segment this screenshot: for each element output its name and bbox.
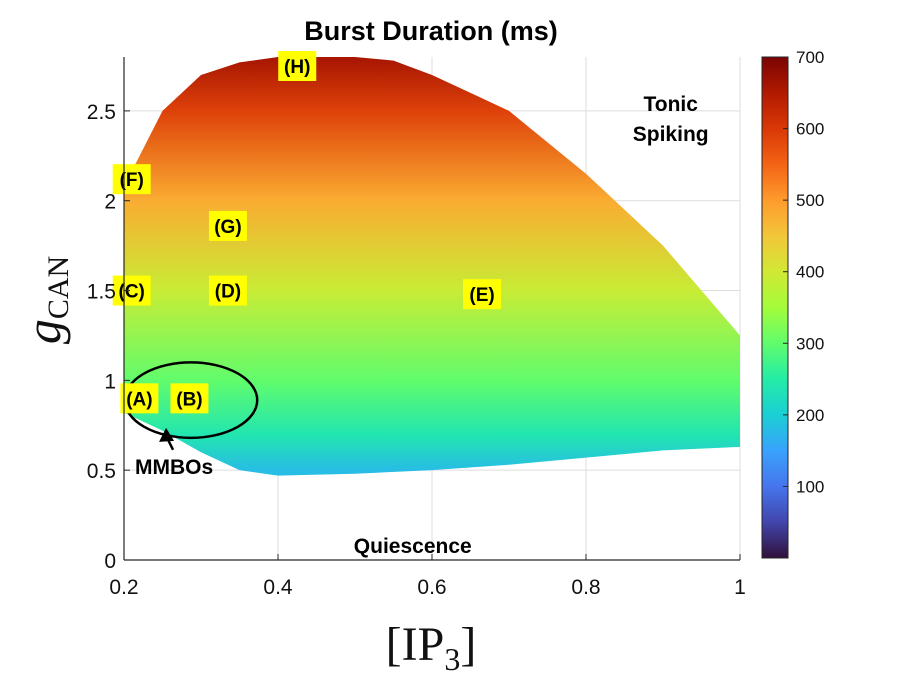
marker-label: (A): [126, 389, 152, 410]
mmbo-arrow-head: [159, 427, 175, 442]
annotation-line: MMBOs: [135, 456, 213, 479]
colorbar-gradient: [761, 56, 789, 559]
colorbar-tick-label: 300: [796, 334, 824, 353]
annotations-layer: Tonic Spiking Quiescence MMBOs (A) (B) (C) (D) (…: [112, 50, 709, 558]
y-tick-label: 0: [104, 550, 116, 573]
marker-label: (D): [215, 282, 241, 303]
heatmap-surface: [124, 57, 740, 476]
marker-f: (F): [112, 164, 151, 195]
x-axis-ticks: 0.2 0.4 0.6 0.8 1: [109, 554, 746, 599]
y-axis-ticks: 0 0.5 1 1.5 2 2.5: [87, 101, 130, 573]
y-tick-label: 2.5: [87, 101, 116, 124]
annotation-line: Tonic: [643, 93, 698, 116]
marker-background: [208, 275, 247, 306]
x-tick-label: 0.8: [571, 576, 600, 599]
marker-label: (E): [469, 285, 494, 306]
y-axis-label: gCAN: [15, 256, 75, 344]
marker-background: [170, 383, 209, 414]
marker-e: (E): [463, 279, 502, 310]
x-tick-label: 1: [734, 576, 746, 599]
marker-label: (G): [214, 217, 241, 238]
y-tick-label: 2: [104, 191, 116, 214]
marker-c: (C): [112, 275, 151, 306]
marker-d: (D): [208, 275, 247, 306]
colorbar-ticks: 100 200 300 400 500 600 700: [783, 48, 824, 496]
marker-background: [278, 50, 317, 81]
colorbar-tick-label: 500: [796, 191, 824, 210]
annotation-tonic: Tonic Spiking: [633, 93, 709, 146]
marker-h: (H): [278, 50, 317, 81]
marker-label: (B): [176, 389, 202, 410]
marker-background: [463, 279, 502, 310]
x-axis-label-subscript: 3: [444, 641, 460, 673]
chart-title: Burst Duration (ms): [304, 16, 558, 46]
marker-label: (H): [284, 57, 310, 78]
marker-label: (C): [119, 282, 145, 303]
x-tick-label: 0.2: [109, 576, 138, 599]
x-axis-label-main: [IP: [386, 618, 445, 671]
marker-a: (A): [120, 383, 159, 414]
marker-background: [112, 275, 151, 306]
marker-label: (F): [120, 170, 144, 191]
marker-background: [112, 164, 151, 195]
colorbar-tick-label: 700: [796, 48, 824, 67]
colorbar: 100 200 300 400 500 600 700: [761, 48, 824, 559]
y-tick-label: 1.5: [87, 281, 116, 304]
colorbar-tick-label: 400: [796, 263, 824, 282]
y-tick-label: 1: [104, 370, 116, 393]
marker-background: [120, 383, 159, 414]
annotation-line: Quiescence: [354, 535, 472, 558]
x-tick-label: 0.6: [417, 576, 446, 599]
x-axis-label-close: ]: [460, 618, 476, 671]
y-axis-label-subscript: CAN: [42, 256, 75, 319]
annotation-mmbos: MMBOs: [135, 456, 213, 479]
y-axis-label-main: g: [15, 319, 71, 344]
marker-b: (B): [170, 383, 209, 414]
y-tick-label: 0.5: [87, 460, 116, 483]
marker-g: (G): [208, 210, 247, 241]
colorbar-tick-label: 200: [796, 406, 824, 425]
x-axis-label: [IP3]: [386, 618, 477, 673]
burst-duration-region: [124, 57, 740, 476]
annotation-quiescence: Quiescence: [354, 535, 472, 558]
annotation-line: Spiking: [633, 123, 709, 146]
marker-background: [208, 210, 247, 241]
x-tick-label: 0.4: [263, 576, 293, 599]
colorbar-tick-label: 600: [796, 120, 824, 139]
colorbar-tick-label: 100: [796, 477, 824, 496]
